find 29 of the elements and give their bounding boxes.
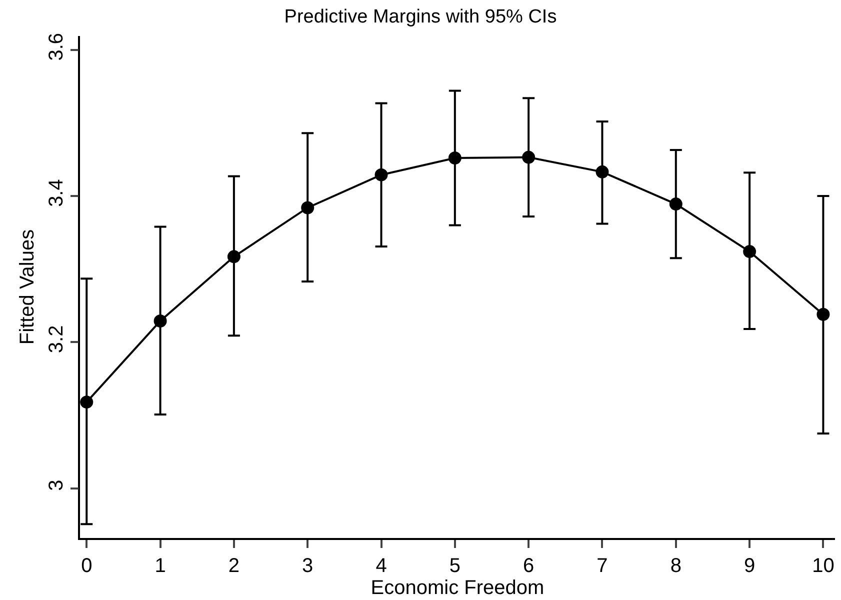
x-tick-label: 3 [302,554,314,577]
x-tick-label: 8 [670,554,682,577]
point [374,168,388,182]
x-tick-label: 6 [523,554,534,577]
y-tick-label: 3 [45,480,68,491]
point [448,152,462,165]
point [522,150,536,164]
x-tick-label: 5 [449,554,460,577]
chart-title: Predictive Margins with 95% CIs [284,6,557,28]
x-tick-label: 9 [744,554,756,577]
x-tick-label: 1 [154,554,166,577]
y-axis-title: Fitted Values [16,229,38,345]
point [154,314,167,328]
x-tick-label: 7 [596,554,608,577]
x-tick-label: 10 [812,554,834,577]
point [301,201,314,214]
x-axis-title: Economic Freedom [370,576,544,599]
point [743,245,756,258]
point [596,165,609,178]
y-tick-label: 3.4 [45,179,68,207]
x-tick-label: 4 [376,554,387,577]
y-tick-label: 3.6 [45,32,68,61]
point [227,250,240,264]
point [80,396,94,409]
y-tick-label: 3.2 [45,325,68,354]
point [669,198,682,211]
x-tick-label: 2 [228,554,240,577]
point [816,308,830,321]
x-tick-label: 0 [81,554,92,577]
